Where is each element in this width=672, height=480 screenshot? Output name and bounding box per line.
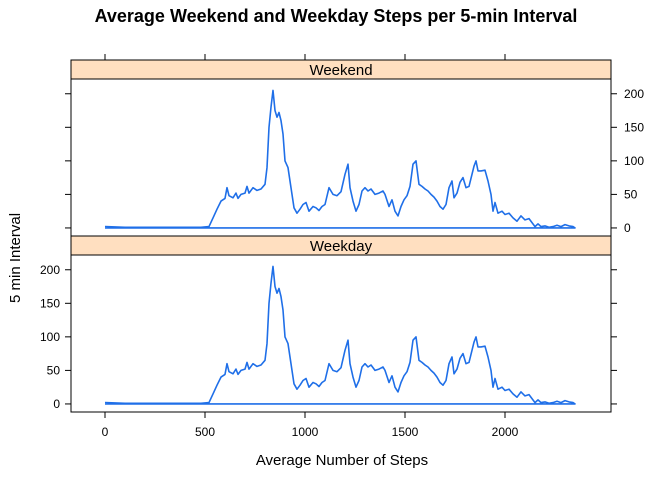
y-tick-label: 200 xyxy=(624,87,644,101)
y-tick-label: 50 xyxy=(47,363,61,377)
panel-frame-weekday xyxy=(70,254,612,413)
y-tick-label: 50 xyxy=(624,187,638,201)
series-line-weekday xyxy=(104,265,576,405)
chart-marks: 0 500 1000 1500 2000Weekend050100150200Weekd… xyxy=(40,54,644,439)
x-axis-label: Average Number of Steps xyxy=(256,452,428,469)
x-tick-label: 2000 xyxy=(492,425,519,439)
x-tick-label: 1000 xyxy=(292,425,319,439)
strip-label-weekday: Weekday xyxy=(310,238,373,255)
x-tick-label: 0 xyxy=(102,425,109,439)
y-tick-label: 0 xyxy=(624,221,631,235)
panel-frame-weekend xyxy=(70,78,612,237)
y-tick-label: 200 xyxy=(40,263,60,277)
y-tick-label: 0 xyxy=(53,397,60,411)
chart-title: Average Weekend and Weekday Steps per 5-… xyxy=(95,6,578,26)
x-tick-label: 1500 xyxy=(392,425,419,439)
y-axis-label: 5 min Interval xyxy=(7,213,24,303)
y-tick-label: 100 xyxy=(624,154,644,168)
y-tick-label: 100 xyxy=(40,330,60,344)
x-tick-label: 500 xyxy=(195,425,215,439)
y-tick-label: 150 xyxy=(624,120,644,134)
series-line-weekend xyxy=(104,89,576,229)
y-tick-label: 150 xyxy=(40,296,60,310)
strip-label-weekend: Weekend xyxy=(309,62,372,79)
